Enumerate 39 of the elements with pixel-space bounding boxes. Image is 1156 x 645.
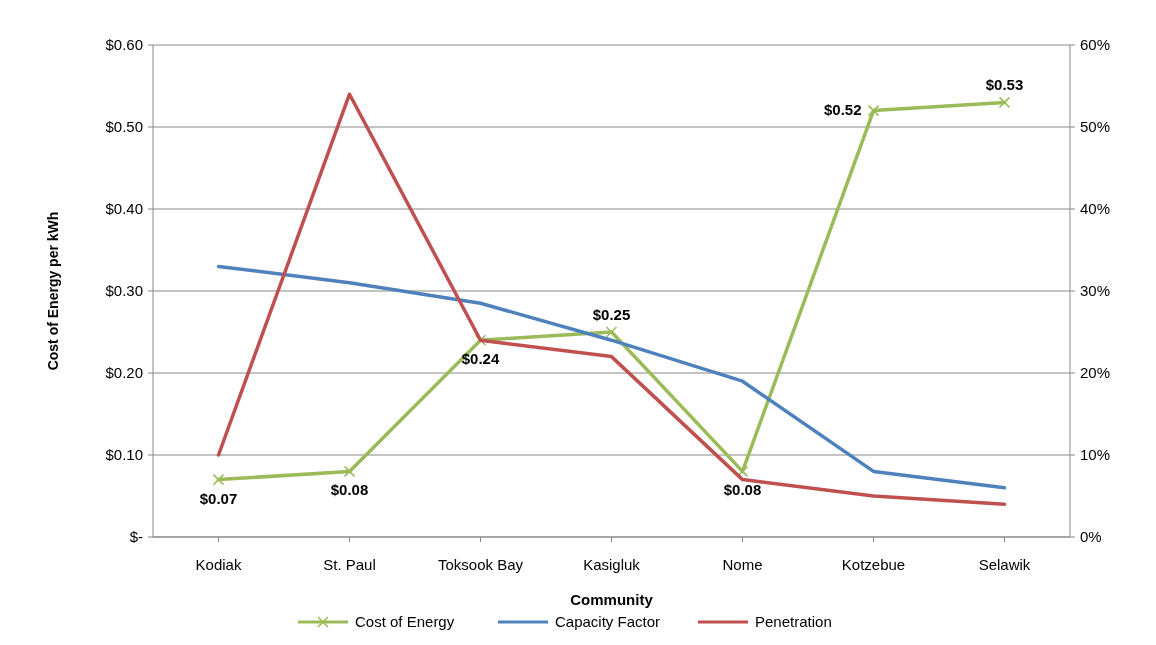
x-tick-label: Kasigluk bbox=[583, 556, 641, 573]
point bbox=[212, 473, 225, 486]
y-tick-label: $- bbox=[129, 528, 143, 546]
data-label: $0.08 bbox=[723, 481, 762, 499]
data-label: $0.08 bbox=[330, 481, 369, 499]
x-tick-label: Kodiak bbox=[195, 556, 242, 573]
point bbox=[605, 326, 618, 338]
y2-tick-label: 60% bbox=[1080, 36, 1111, 54]
y-tick-label: $0.40 bbox=[105, 200, 143, 218]
legend-label: Capacity Factor bbox=[555, 613, 661, 631]
y2-tick-label: 10% bbox=[1080, 446, 1111, 464]
x-tick-label: Selawik bbox=[978, 556, 1031, 573]
y2-tick-label: 50% bbox=[1080, 118, 1111, 136]
data-label: $0.52 bbox=[823, 100, 862, 118]
x-tick-label: Toksook Bay bbox=[437, 556, 524, 573]
data-label: $0.25 bbox=[592, 306, 631, 323]
data-label: $0.24 bbox=[461, 350, 500, 368]
y-tick-label: $0.30 bbox=[105, 282, 143, 300]
x-tick-label: St. Paul bbox=[323, 556, 376, 573]
y-tick-label: $0.10 bbox=[105, 446, 143, 464]
y-tick-label: $0.60 bbox=[105, 36, 143, 54]
y2-tick-label: 0% bbox=[1080, 528, 1102, 546]
y-tick-label: $0.20 bbox=[105, 364, 143, 382]
point bbox=[343, 465, 356, 478]
legend-label: Penetration bbox=[755, 613, 832, 631]
data-label: $0.07 bbox=[199, 489, 238, 507]
y-axis-title: Cost of Energy per kWh bbox=[45, 211, 61, 371]
data-label: $0.53 bbox=[985, 76, 1024, 94]
point bbox=[867, 104, 880, 117]
point bbox=[998, 96, 1011, 109]
y-tick-label: $0.50 bbox=[105, 118, 143, 136]
x-axis-title: Community bbox=[570, 591, 654, 608]
y2-tick-label: 40% bbox=[1080, 200, 1111, 218]
legend-label: Cost of Energy bbox=[355, 613, 455, 631]
x-tick-label: Nome bbox=[722, 556, 763, 573]
y2-tick-label: 30% bbox=[1080, 282, 1111, 300]
x-tick-label: Kotzebue bbox=[841, 556, 906, 573]
y2-tick-label: 20% bbox=[1080, 364, 1111, 382]
point bbox=[474, 334, 487, 346]
